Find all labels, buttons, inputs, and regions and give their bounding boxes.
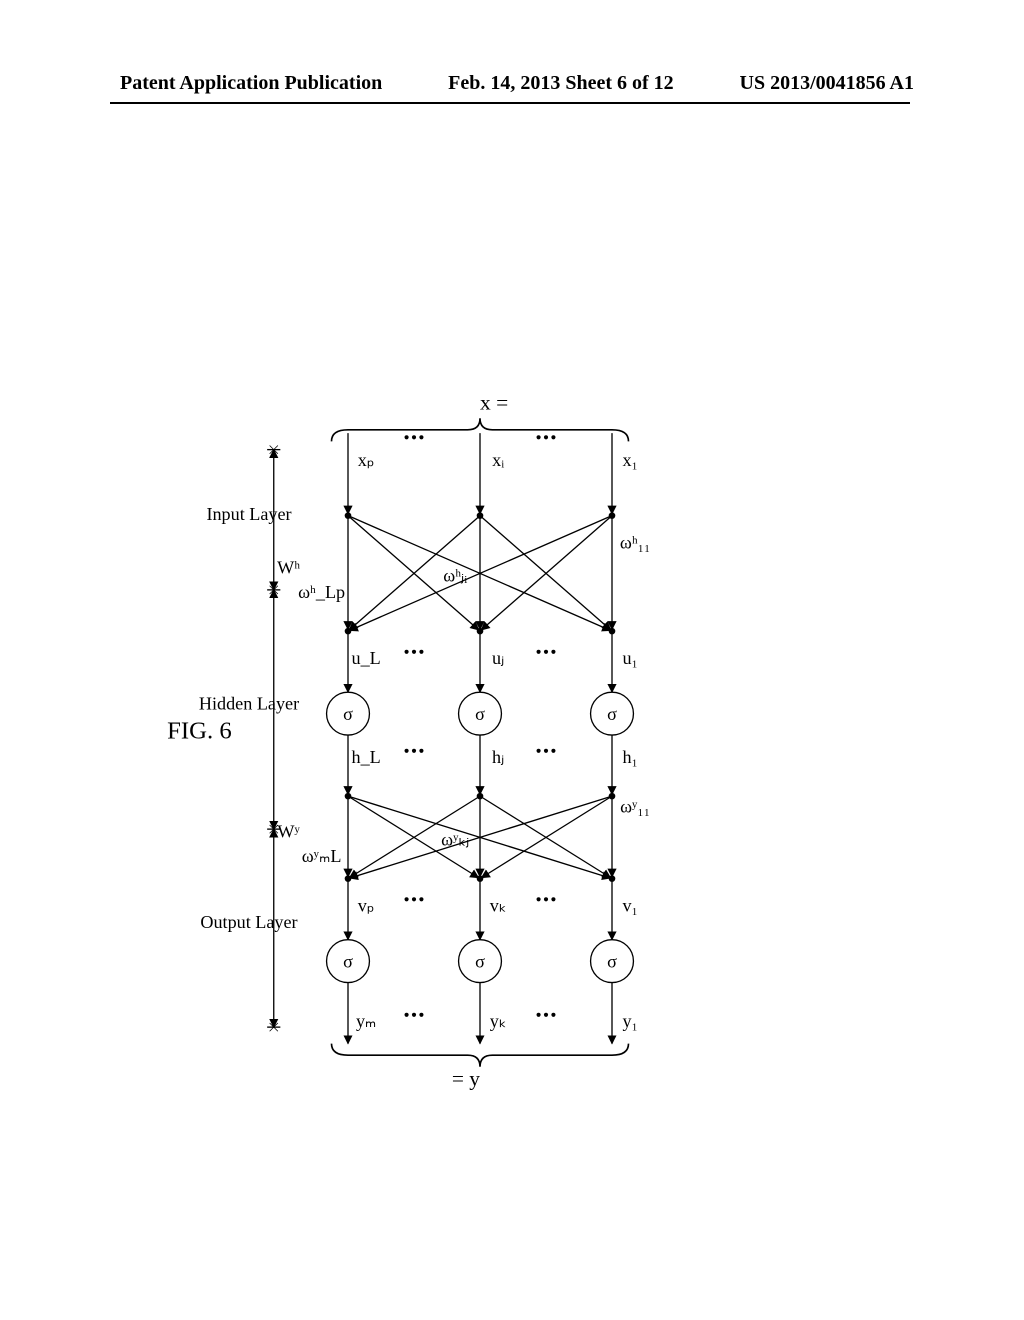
svg-text:uⱼ: uⱼ: [492, 648, 504, 668]
svg-text:u₁: u₁: [622, 648, 637, 668]
svg-text:hⱼ: hⱼ: [492, 747, 504, 767]
svg-text:FIG. 6: FIG. 6: [167, 717, 232, 744]
svg-text:xᵢ: xᵢ: [492, 450, 504, 470]
svg-text:σ: σ: [607, 704, 617, 724]
svg-text:ωʰ₁₁: ωʰ₁₁: [620, 533, 650, 553]
svg-text:σ: σ: [607, 952, 617, 972]
svg-text:xₚ: xₚ: [358, 450, 375, 470]
svg-text:x₁: x₁: [622, 450, 637, 470]
svg-text:σ: σ: [343, 952, 353, 972]
svg-text:Wʸ: Wʸ: [277, 821, 300, 841]
svg-text:ωʰ_Lp: ωʰ_Lp: [298, 582, 345, 602]
svg-text:Input Layer: Input Layer: [206, 504, 291, 524]
svg-text:h₁: h₁: [622, 747, 637, 767]
svg-text:ωʰⱼᵢ: ωʰⱼᵢ: [443, 566, 467, 586]
svg-text:x =: x =: [480, 390, 508, 414]
header-rule: [110, 102, 910, 104]
svg-text:σ: σ: [475, 704, 485, 724]
svg-text:Hidden Layer: Hidden Layer: [199, 694, 299, 714]
svg-text:h_L: h_L: [352, 747, 381, 767]
page-header: Patent Application Publication Feb. 14, …: [0, 72, 1024, 95]
neural-network-diagram: σ σ σ σ σ σ x = = y x₁ u₁ h₁ v₁ y₁ xᵢ uⱼ hⱼ vₖ yₖ xₚ u_L h_L…: [150, 160, 810, 1165]
header-right: US 2013/0041856 A1: [740, 72, 914, 95]
svg-text:vₖ: vₖ: [490, 896, 507, 916]
svg-text:yₘ: yₘ: [356, 1011, 376, 1031]
header-left: Patent Application Publication: [120, 72, 382, 95]
header-center: Feb. 14, 2013 Sheet 6 of 12: [448, 72, 674, 95]
svg-text:v₁: v₁: [622, 896, 637, 916]
svg-text:y₁: y₁: [622, 1011, 637, 1031]
svg-text:ωʸ₁₁: ωʸ₁₁: [620, 797, 650, 817]
svg-text:Output Layer: Output Layer: [200, 912, 297, 932]
svg-text:ωʸₘL: ωʸₘL: [302, 846, 342, 866]
svg-text:σ: σ: [475, 952, 485, 972]
svg-text:σ: σ: [343, 704, 353, 724]
svg-text:ωʸₖⱼ: ωʸₖⱼ: [441, 830, 469, 850]
svg-text:u_L: u_L: [352, 648, 381, 668]
svg-text:Wʰ: Wʰ: [277, 557, 300, 577]
svg-text:vₚ: vₚ: [358, 896, 375, 916]
svg-text:yₖ: yₖ: [490, 1011, 507, 1031]
svg-text:= y: = y: [452, 1067, 480, 1091]
diagram-svg: σ σ σ σ σ σ x = = y x₁ u₁ h₁ v₁ y₁ xᵢ uⱼ hⱼ vₖ yₖ xₚ u_L h_L…: [150, 160, 810, 1160]
